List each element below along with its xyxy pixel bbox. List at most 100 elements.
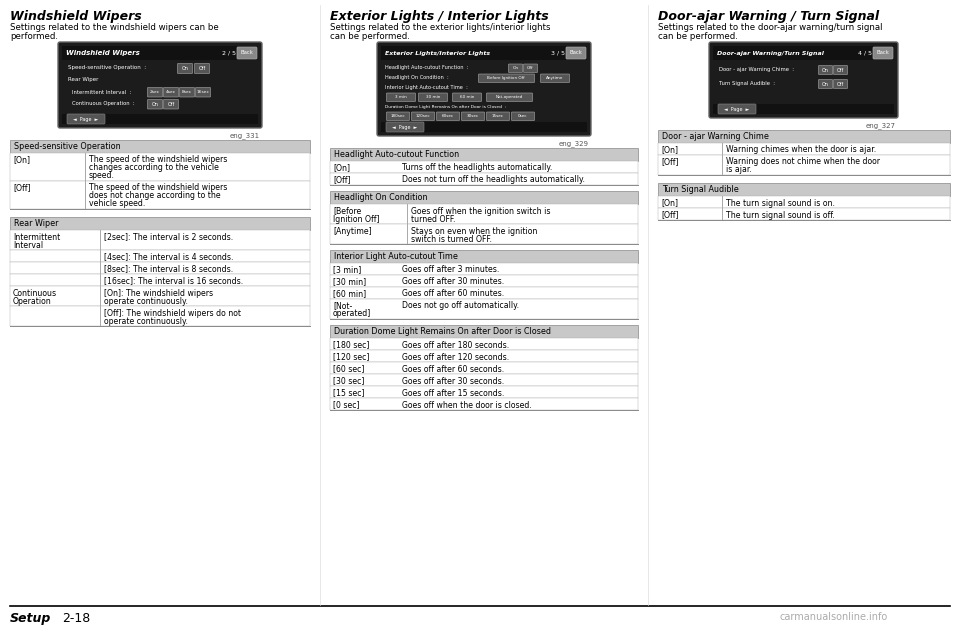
Text: Does not turn off the headlights automatically.: Does not turn off the headlights automat… — [401, 176, 585, 185]
Text: changes according to the vehicle: changes according to the vehicle — [89, 164, 219, 173]
Text: 120sec: 120sec — [416, 114, 430, 118]
Text: Windshield Wipers: Windshield Wipers — [10, 10, 142, 23]
Text: On: On — [822, 81, 828, 86]
FancyBboxPatch shape — [833, 79, 848, 88]
Text: Headlight On Condition: Headlight On Condition — [334, 193, 427, 202]
FancyBboxPatch shape — [148, 100, 162, 109]
Text: Goes off after 3 minutes.: Goes off after 3 minutes. — [401, 265, 499, 275]
FancyBboxPatch shape — [377, 42, 591, 136]
Text: Setup: Setup — [10, 612, 52, 625]
Text: Goes off after 15 seconds.: Goes off after 15 seconds. — [401, 389, 504, 398]
Text: Goes off after 30 seconds.: Goes off after 30 seconds. — [401, 377, 504, 386]
Text: [On]: [On] — [661, 146, 678, 154]
Text: operated]: operated] — [333, 309, 372, 319]
Bar — [10, 250, 310, 262]
Text: Interior Light Auto-cutout Time: Interior Light Auto-cutout Time — [334, 252, 458, 261]
FancyBboxPatch shape — [387, 112, 410, 120]
Text: [On]: [On] — [333, 164, 350, 173]
Text: Anytime: Anytime — [546, 76, 564, 80]
FancyBboxPatch shape — [452, 93, 482, 101]
Bar — [658, 208, 950, 220]
Text: Stays on even when the ignition: Stays on even when the ignition — [411, 227, 538, 236]
Text: 3 min: 3 min — [396, 95, 407, 99]
FancyBboxPatch shape — [178, 64, 193, 74]
Text: Off: Off — [167, 101, 175, 106]
Text: Interior Light Auto-cutout Time  :: Interior Light Auto-cutout Time : — [385, 86, 468, 91]
Bar — [10, 274, 310, 286]
Text: Headlight Auto-cutout Function: Headlight Auto-cutout Function — [334, 150, 459, 159]
Text: Intermittent Interval  :: Intermittent Interval : — [72, 89, 132, 94]
Text: Exterior Lights/Interior Lights: Exterior Lights/Interior Lights — [385, 50, 491, 55]
Text: [60 min]: [60 min] — [333, 290, 366, 299]
FancyBboxPatch shape — [412, 112, 435, 120]
Text: 0sec: 0sec — [518, 114, 528, 118]
Bar — [330, 191, 638, 204]
Text: [On]: [On] — [13, 156, 30, 164]
Bar — [713, 104, 894, 114]
Text: 2-18: 2-18 — [62, 612, 90, 625]
Text: carmanualsonline.info: carmanualsonline.info — [780, 612, 888, 622]
Text: 180sec: 180sec — [391, 114, 405, 118]
Text: Rear Wiper: Rear Wiper — [14, 219, 59, 228]
Text: operate continuously.: operate continuously. — [104, 316, 188, 326]
FancyBboxPatch shape — [148, 88, 162, 97]
Text: [Off]: [Off] — [333, 176, 350, 185]
Bar — [330, 161, 638, 173]
Text: The speed of the windshield wipers: The speed of the windshield wipers — [89, 183, 228, 193]
FancyBboxPatch shape — [195, 64, 209, 74]
Bar — [381, 46, 587, 60]
Text: ◄  Page  ►: ◄ Page ► — [725, 106, 750, 112]
FancyBboxPatch shape — [540, 74, 569, 83]
FancyBboxPatch shape — [196, 88, 210, 97]
Text: 3 / 5: 3 / 5 — [551, 50, 565, 55]
Text: Turn Signal Audible: Turn Signal Audible — [662, 185, 739, 194]
Text: eng_331: eng_331 — [229, 132, 260, 139]
Text: Headlight On Condition  :: Headlight On Condition : — [385, 76, 448, 81]
Bar — [330, 398, 638, 410]
Text: [Off]: [Off] — [13, 183, 31, 193]
Bar — [658, 143, 950, 155]
Text: Turns off the headlights automatically.: Turns off the headlights automatically. — [401, 164, 552, 173]
Text: Door-ajar Warning / Turn Signal: Door-ajar Warning / Turn Signal — [658, 10, 879, 23]
Bar — [10, 286, 310, 306]
Text: Off: Off — [199, 66, 205, 71]
Text: [Off]: [Off] — [661, 210, 679, 219]
Text: Warning does not chime when the door: Warning does not chime when the door — [726, 158, 880, 166]
Text: [15 sec]: [15 sec] — [333, 389, 365, 398]
Bar — [10, 140, 310, 153]
Text: 60 min: 60 min — [460, 95, 474, 99]
Text: [0 sec]: [0 sec] — [333, 401, 359, 410]
Bar — [330, 299, 638, 319]
Bar — [330, 224, 638, 244]
FancyBboxPatch shape — [386, 122, 424, 132]
Text: On: On — [152, 101, 158, 106]
Text: 8sec: 8sec — [182, 90, 192, 94]
Text: Settings related to the exterior lights/interior lights: Settings related to the exterior lights/… — [330, 23, 550, 32]
Text: [4sec]: The interval is 4 seconds.: [4sec]: The interval is 4 seconds. — [104, 253, 233, 261]
Text: eng_327: eng_327 — [866, 122, 896, 129]
Text: Operation: Operation — [13, 297, 52, 306]
Text: [Off]: [Off] — [661, 158, 679, 166]
FancyBboxPatch shape — [180, 88, 195, 97]
Bar — [62, 114, 258, 124]
Text: [30 sec]: [30 sec] — [333, 377, 365, 386]
Text: 4sec: 4sec — [166, 90, 176, 94]
Bar — [10, 262, 310, 274]
Text: Interval: Interval — [13, 241, 43, 249]
Text: can be performed.: can be performed. — [658, 32, 738, 41]
Text: The turn signal sound is on.: The turn signal sound is on. — [726, 198, 835, 207]
Text: [On]: [On] — [661, 198, 678, 207]
Text: eng_329: eng_329 — [559, 140, 589, 147]
Bar — [330, 325, 638, 338]
Text: [Anytime]: [Anytime] — [333, 227, 372, 236]
Text: [8sec]: The interval is 8 seconds.: [8sec]: The interval is 8 seconds. — [104, 265, 233, 273]
FancyBboxPatch shape — [58, 42, 262, 128]
Text: On: On — [822, 67, 828, 72]
Text: 60sec: 60sec — [442, 114, 454, 118]
FancyBboxPatch shape — [873, 47, 893, 59]
Text: is ajar.: is ajar. — [726, 166, 752, 175]
Bar — [10, 230, 310, 250]
FancyBboxPatch shape — [819, 66, 832, 74]
FancyBboxPatch shape — [509, 64, 522, 72]
Text: [2sec]: The interval is 2 seconds.: [2sec]: The interval is 2 seconds. — [104, 232, 233, 241]
